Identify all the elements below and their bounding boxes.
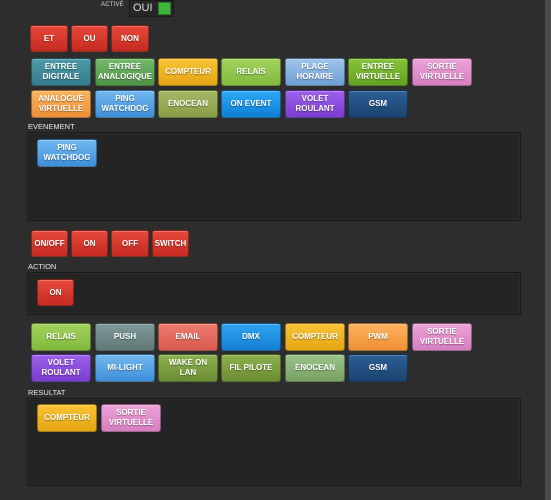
event-on-event-button[interactable]: ON EVENT: [221, 90, 281, 118]
event-entree-virtuelle-button[interactable]: ENTREE VIRTUELLE: [348, 58, 408, 86]
action-section-label: ACTION: [28, 262, 57, 271]
result-dmx-button[interactable]: DMX: [221, 323, 281, 351]
event-entree-analogique-button[interactable]: ENTREE ANALOGIQUE: [95, 58, 155, 86]
event-gsm-button[interactable]: GSM: [348, 90, 408, 118]
event-plage-horaire-button[interactable]: PLAGE HORAIRE: [285, 58, 345, 86]
evenement-item-ping-watchdog[interactable]: PING WATCHDOG: [37, 139, 97, 167]
event-ping-watchdog-button[interactable]: PING WATCHDOG: [95, 90, 155, 118]
event-sortie-virtuelle-button[interactable]: SORTIE VIRTUELLE: [412, 58, 472, 86]
logic-ou-button[interactable]: OU: [71, 25, 108, 52]
result-sortie-virtuelle-button[interactable]: SORTIE VIRTUELLE: [412, 323, 472, 351]
event-volet-roulant-button[interactable]: VOLET ROULANT: [285, 90, 345, 118]
action-off-button[interactable]: OFF: [111, 230, 149, 257]
action-on-button[interactable]: ON: [71, 230, 108, 257]
resultat-section-label: RESULTAT: [28, 388, 66, 397]
resultat-item-compteur[interactable]: COMPTEUR: [37, 404, 97, 432]
evenement-dropzone[interactable]: [27, 132, 521, 221]
action-onoff-button[interactable]: ON/OFF: [31, 230, 68, 257]
event-enocean-button[interactable]: ENOCEAN: [158, 90, 218, 118]
result-gsm-button[interactable]: GSM: [348, 354, 408, 382]
event-entree-digitale-button[interactable]: ENTREE DIGITALE: [31, 58, 91, 86]
action-dropzone[interactable]: [27, 272, 521, 315]
action-switch-button[interactable]: SWITCH: [152, 230, 189, 257]
active-toggle[interactable]: OUI: [129, 0, 174, 17]
result-compteur-button[interactable]: COMPTEUR: [285, 323, 345, 351]
scrollbar[interactable]: [545, 0, 551, 500]
result-volet-roulant-button[interactable]: VOLET ROULANT: [31, 354, 91, 382]
result-push-button[interactable]: PUSH: [95, 323, 155, 351]
result-pwm-button[interactable]: PWM: [348, 323, 408, 351]
event-compteur-button[interactable]: COMPTEUR: [158, 58, 218, 86]
active-label: ACTIVÉ: [101, 2, 124, 8]
result-fil-pilote-button[interactable]: FIL PILOTE: [221, 354, 281, 382]
result-enocean-button[interactable]: ENOCEAN: [285, 354, 345, 382]
active-value: OUI: [133, 2, 153, 14]
logic-non-button[interactable]: NON: [111, 25, 149, 52]
active-status-indicator: [158, 2, 171, 15]
resultat-item-sortie-virtuelle[interactable]: SORTIE VIRTUELLE: [101, 404, 161, 432]
action-item-on[interactable]: ON: [37, 279, 74, 306]
result-wake-on-lan-button[interactable]: WAKE ON LAN: [158, 354, 218, 382]
logic-et-button[interactable]: ET: [30, 25, 68, 52]
result-email-button[interactable]: EMAIL: [158, 323, 218, 351]
evenement-section-label: EVENEMENT: [28, 122, 75, 131]
event-relais-button[interactable]: RELAIS: [221, 58, 281, 86]
result-mi-light-button[interactable]: MI-LIGHT: [95, 354, 155, 382]
result-relais-button[interactable]: RELAIS: [31, 323, 91, 351]
event-analogue-virtuelle-button[interactable]: ANALOGUE VIRTUELLE: [31, 90, 91, 118]
